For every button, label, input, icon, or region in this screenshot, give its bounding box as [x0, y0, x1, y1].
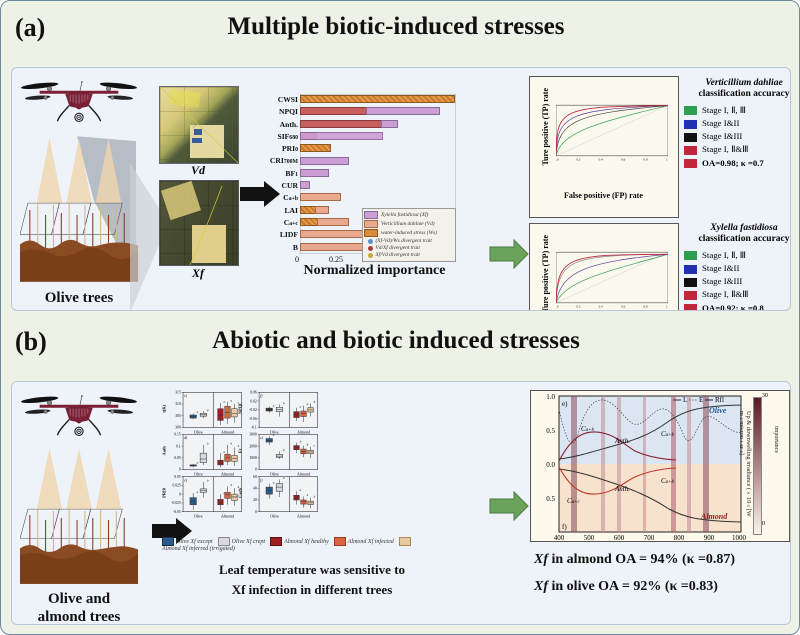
- svg-text:600: 600: [614, 534, 625, 541]
- svg-text:Almond: Almond: [297, 514, 310, 519]
- svg-text:0.1: 0.1: [176, 444, 181, 448]
- svg-text:0.05: 0.05: [174, 456, 181, 460]
- svg-text:900: 900: [704, 534, 715, 541]
- svg-text:0.4: 0.4: [599, 305, 604, 309]
- svg-text:0: 0: [255, 510, 257, 514]
- svg-text:Olive: Olive: [709, 406, 727, 415]
- svg-text:Anth.: Anth.: [614, 485, 630, 493]
- svg-text:NPQI: NPQI: [238, 403, 243, 414]
- svg-text:0.8: 0.8: [643, 305, 648, 309]
- svg-text:Rfl: Rfl: [715, 396, 724, 404]
- svg-text:0: 0: [179, 468, 181, 472]
- svg-text:40: 40: [253, 486, 257, 490]
- svg-text:0.2: 0.2: [576, 158, 581, 162]
- svg-text:1: 1: [666, 158, 668, 162]
- svg-text:1000: 1000: [732, 534, 747, 541]
- svg-text:L: L: [683, 396, 687, 404]
- svg-text:0.06: 0.06: [250, 391, 257, 395]
- svg-text:-0.1: -0.1: [251, 426, 257, 430]
- svg-text:800: 800: [674, 534, 685, 541]
- svg-text:Fr: Fr: [238, 448, 243, 453]
- svg-text:3000: 3000: [249, 433, 257, 437]
- svg-text:0.02: 0.02: [250, 399, 257, 403]
- svg-text:0.6: 0.6: [621, 305, 626, 309]
- svg-text:0.15: 0.15: [174, 433, 181, 437]
- svg-text:f): f): [562, 523, 567, 531]
- svg-text:305: 305: [175, 414, 181, 418]
- svg-text:0.5: 0.5: [546, 427, 555, 435]
- svg-text:0.4: 0.4: [599, 158, 604, 162]
- svg-text:2000: 2000: [249, 444, 257, 448]
- svg-text:1.0: 1.0: [546, 393, 555, 401]
- svg-text:Aath: Aath: [162, 446, 167, 456]
- svg-text:Olive: Olive: [194, 514, 203, 519]
- svg-text:1000: 1000: [249, 456, 257, 460]
- svg-text:0: 0: [255, 468, 257, 472]
- svg-text:PRI0: PRI0: [162, 487, 167, 498]
- svg-text:0.5: 0.5: [546, 495, 555, 503]
- svg-text:Olive: Olive: [270, 514, 279, 519]
- svg-text:20: 20: [253, 498, 257, 502]
- svg-text:300: 300: [175, 426, 181, 430]
- svg-text:700: 700: [644, 534, 655, 541]
- svg-text:-0.02: -0.02: [249, 408, 257, 412]
- svg-text:0.8: 0.8: [643, 158, 648, 162]
- svg-text:-0.06: -0.06: [249, 417, 257, 421]
- svg-text:Carb: Carb: [238, 488, 243, 498]
- svg-text:310: 310: [175, 402, 181, 406]
- svg-text:0: 0: [179, 492, 181, 496]
- svg-text:Anth.: Anth.: [614, 437, 630, 445]
- svg-text:0.025: 0.025: [172, 484, 180, 488]
- svg-text:400: 400: [554, 534, 565, 541]
- svg-text:0.05: 0.05: [174, 475, 181, 479]
- svg-text:E: E: [699, 396, 703, 404]
- svg-text:315: 315: [175, 391, 181, 395]
- svg-text:Almond: Almond: [221, 514, 234, 519]
- svg-text:0.0: 0.0: [556, 158, 559, 162]
- svg-text:e): e): [562, 400, 568, 408]
- svg-text:t(K): t(K): [162, 404, 167, 412]
- svg-text:0.0: 0.0: [556, 305, 559, 309]
- svg-text:60: 60: [253, 475, 257, 479]
- svg-text:0.2: 0.2: [576, 305, 581, 309]
- svg-text:-0.025: -0.025: [171, 501, 181, 505]
- svg-text:500: 500: [584, 534, 595, 541]
- svg-text:Almond: Almond: [700, 512, 728, 521]
- svg-text:0.6: 0.6: [621, 158, 626, 162]
- svg-text:0.0: 0.0: [546, 461, 555, 469]
- svg-text:-0.05: -0.05: [173, 510, 181, 514]
- svg-text:1: 1: [666, 305, 668, 309]
